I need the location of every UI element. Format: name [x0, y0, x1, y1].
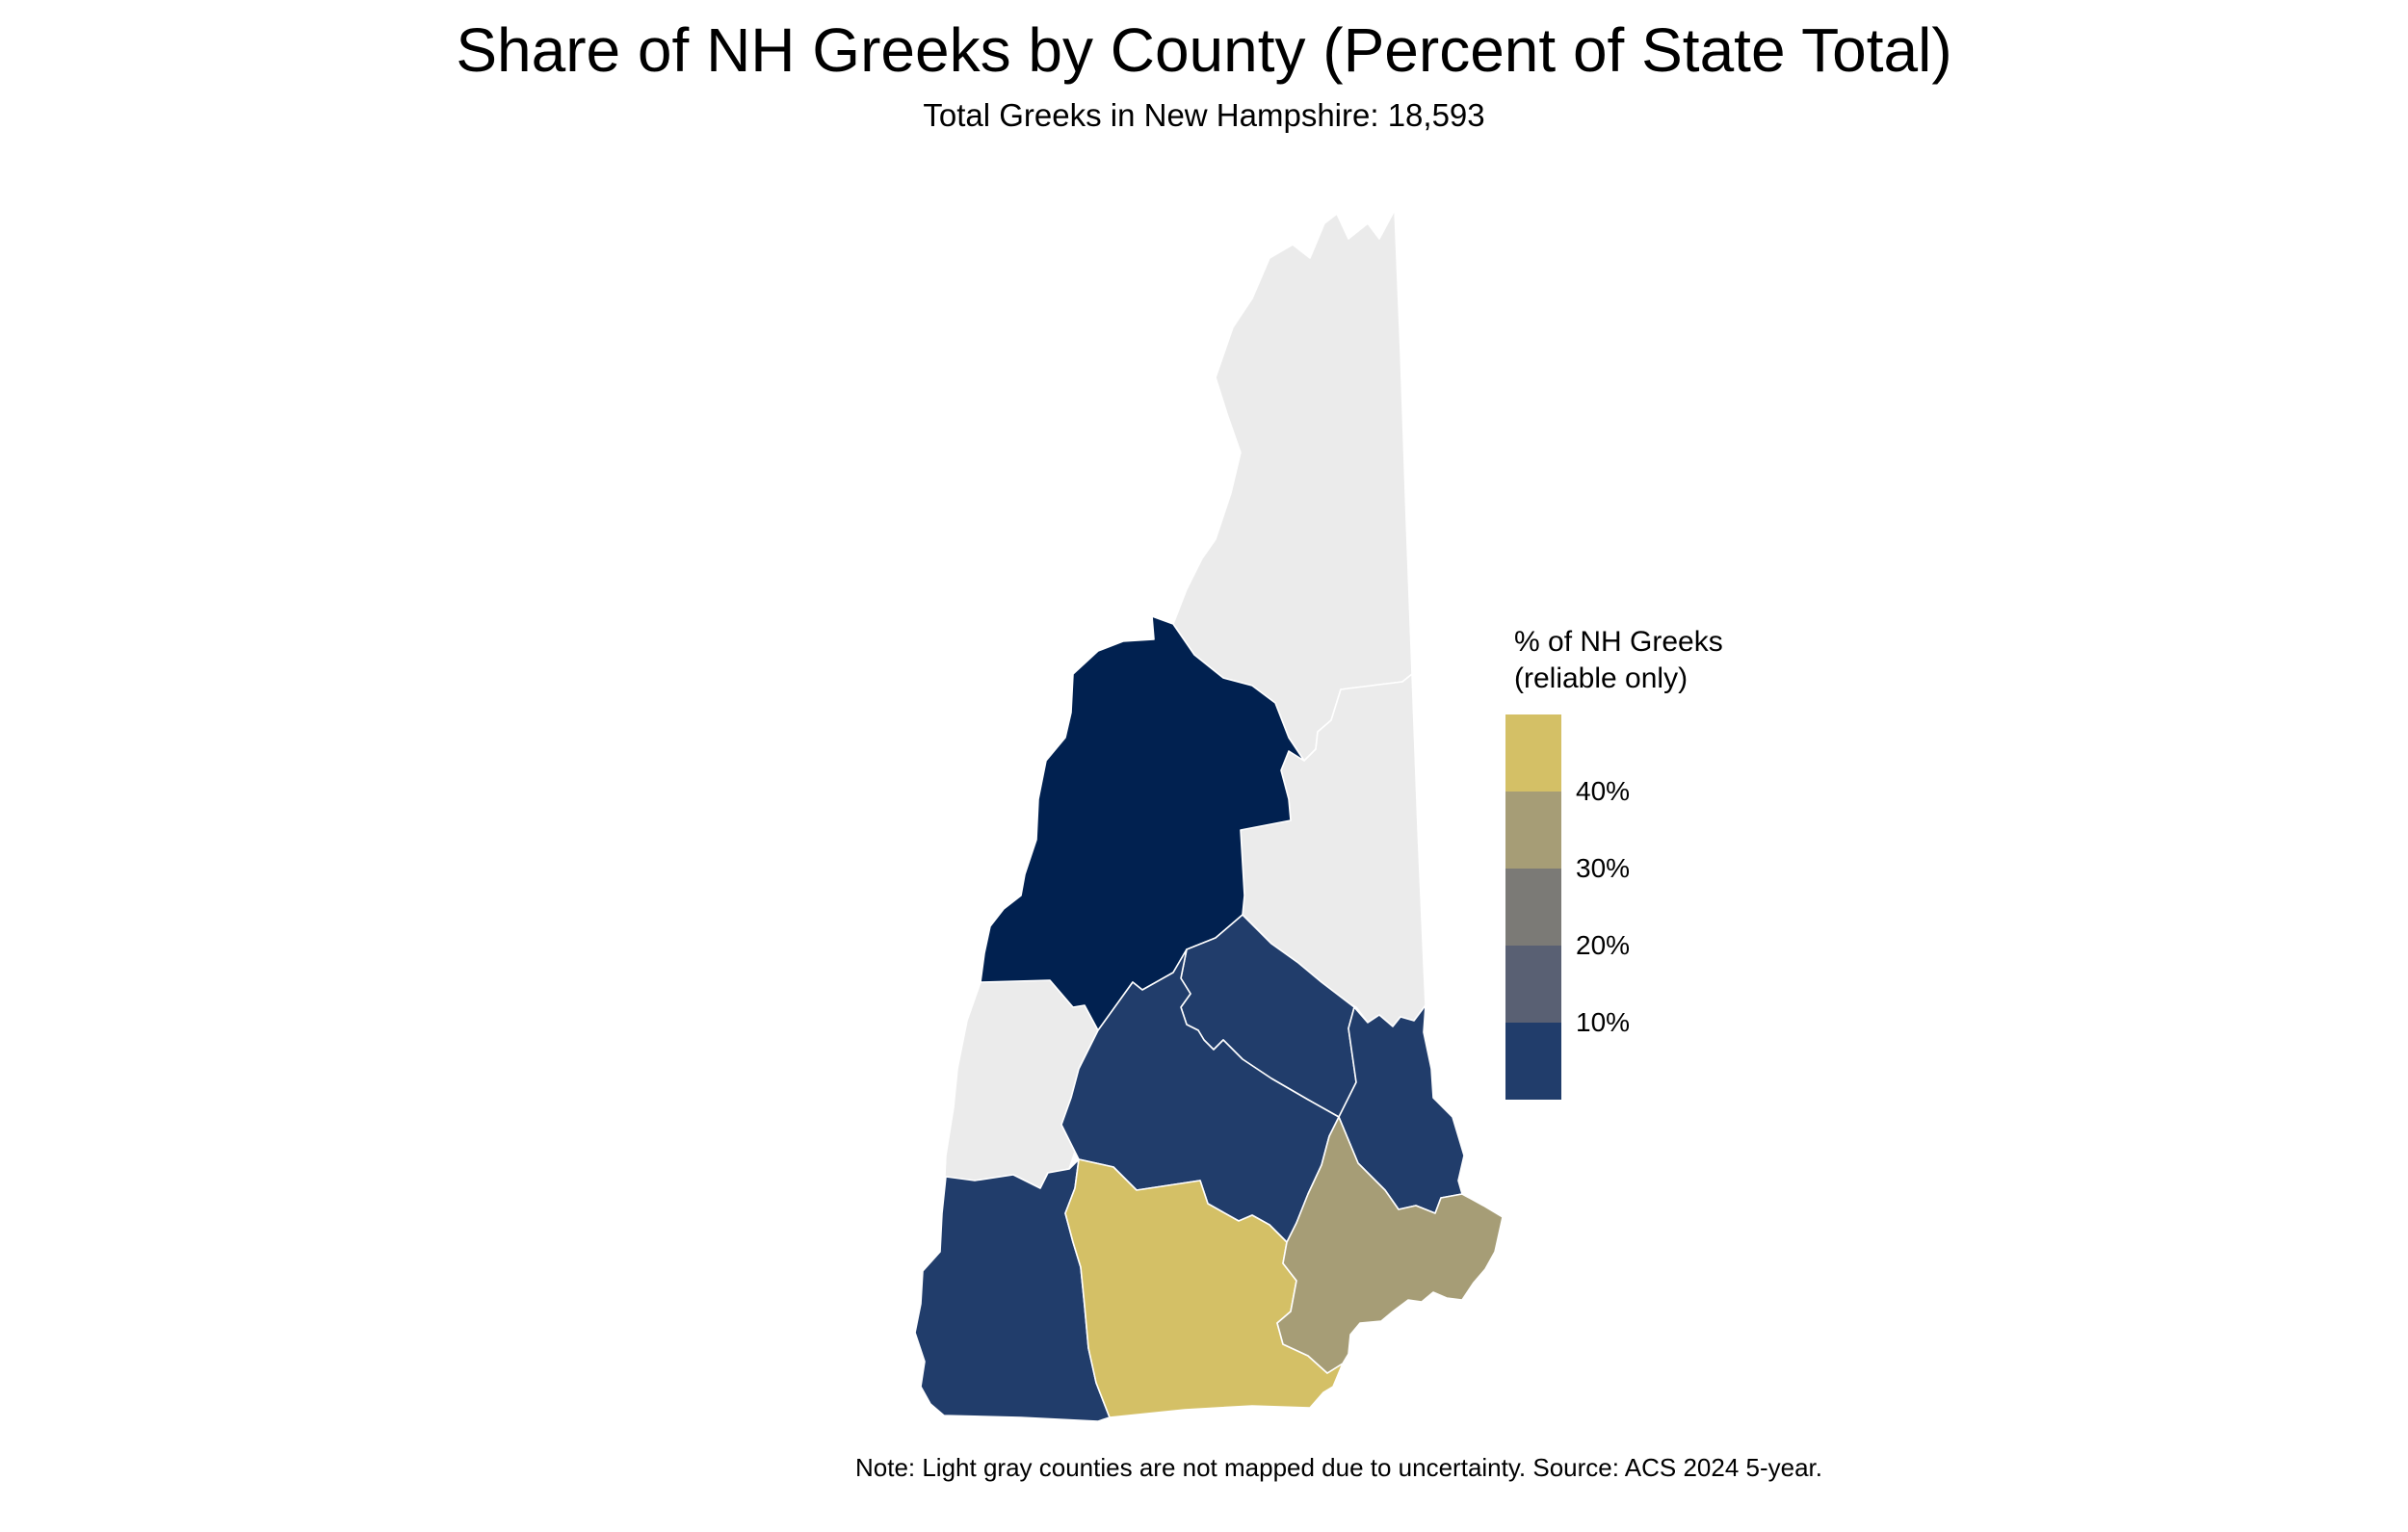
- legend-title: % of NH Greeks (reliable only): [1514, 624, 1723, 697]
- map-title: Share of NH Greeks by County (Percent of…: [456, 15, 1952, 85]
- legend-title-line2: (reliable only): [1514, 662, 1688, 694]
- legend-swatch: [1505, 869, 1561, 946]
- county-grafton: Grafton: [980, 615, 1305, 1031]
- source-note: Note: Light gray counties are not mapped…: [854, 1453, 1823, 1482]
- legend-swatch: [1505, 946, 1561, 1023]
- map-subtitle: Total Greeks in New Hampshire: 18,593: [923, 97, 1485, 133]
- legend-tick-label: 10%: [1576, 1007, 1631, 1037]
- legend-colorbar: [1505, 714, 1561, 1100]
- legend-tick-label: 20%: [1576, 930, 1631, 960]
- legend-swatch: [1505, 714, 1561, 792]
- legend-swatch: [1505, 1023, 1561, 1100]
- legend-tick-label: 40%: [1576, 776, 1631, 806]
- legend-title-line1: % of NH Greeks: [1514, 626, 1723, 658]
- legend-tick-label: 30%: [1576, 853, 1631, 883]
- legend-swatch: [1505, 792, 1561, 869]
- county-rockingham: Rockingham: [1276, 1116, 1504, 1374]
